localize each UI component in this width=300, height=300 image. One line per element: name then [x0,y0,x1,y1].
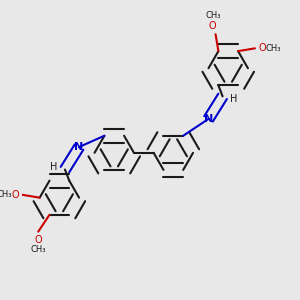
Text: CH₃: CH₃ [266,44,281,53]
Text: CH₃: CH₃ [31,245,46,254]
Text: O: O [209,21,217,31]
Text: O: O [258,43,266,53]
Text: O: O [34,235,42,245]
Text: H: H [230,94,238,104]
Text: N: N [74,142,84,152]
Text: N: N [204,114,213,124]
Text: CH₃: CH₃ [205,11,220,20]
Text: CH₃: CH₃ [0,190,12,200]
Text: H: H [50,162,57,172]
Text: O: O [12,190,20,200]
